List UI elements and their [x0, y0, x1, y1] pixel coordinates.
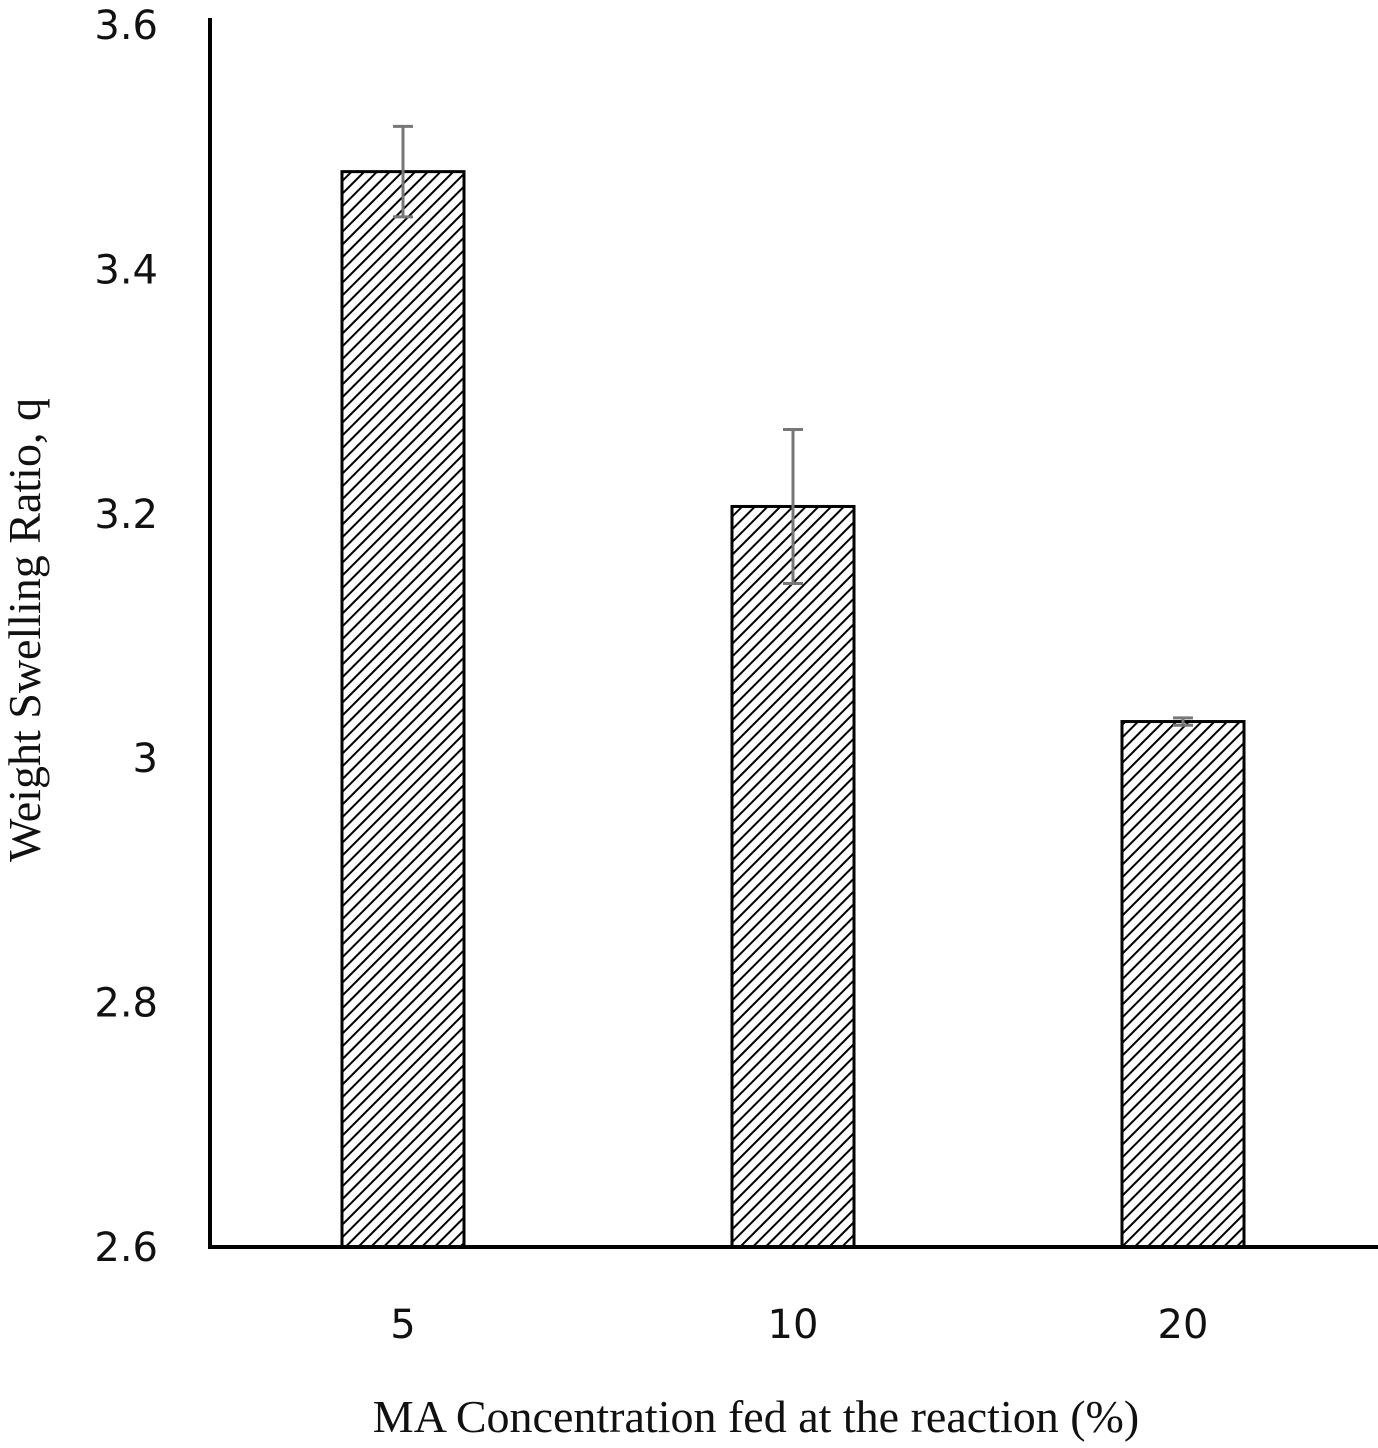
- y-tick-label: 2.8: [94, 981, 158, 1027]
- y-axis-title: Weight Swelling Ratio, q: [0, 398, 50, 862]
- x-axis-ticks: 5 10 20: [390, 1302, 1208, 1348]
- bar: [730, 504, 856, 1249]
- error-bars: [393, 124, 1193, 727]
- y-axis-ticks: 2.6 2.8 3 3.2 3.4 3.6: [94, 3, 158, 1271]
- y-tick-label: 2.6: [94, 1225, 158, 1271]
- x-tick-label: 20: [1158, 1302, 1209, 1348]
- x-tick-label: 10: [768, 1302, 819, 1348]
- y-tick-label: 3.6: [94, 3, 158, 49]
- bar: [1120, 720, 1246, 1249]
- error-bar: [783, 427, 803, 585]
- bars: [340, 170, 1246, 1249]
- error-bar: [393, 124, 413, 219]
- y-tick-label: 3.4: [94, 247, 158, 293]
- x-tick-label: 5: [390, 1302, 415, 1348]
- bar: [340, 170, 466, 1249]
- x-axis-title: MA Concentration fed at the reaction (%): [373, 1391, 1139, 1442]
- y-tick-label: 3.2: [94, 492, 158, 538]
- y-tick-label: 3: [133, 736, 158, 782]
- error-bar: [1173, 716, 1193, 727]
